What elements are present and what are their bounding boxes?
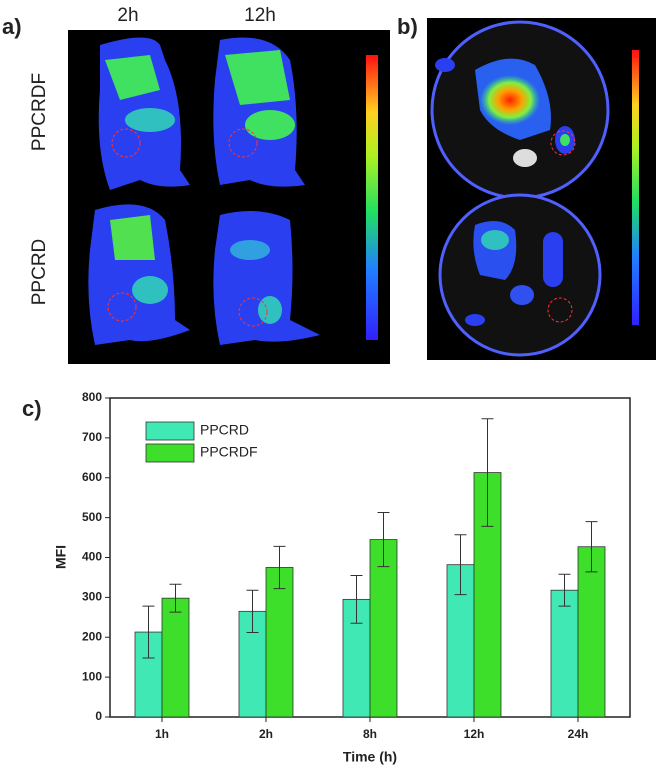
region-marker xyxy=(238,297,268,327)
panel-label: a) xyxy=(2,14,22,39)
panel-label: b) xyxy=(397,14,418,39)
panel-a: a) 2h 12h PPCRDF PPCRD xyxy=(2,5,390,364)
error-bar xyxy=(585,521,598,573)
bar xyxy=(577,546,606,718)
y-tick-label: 400 xyxy=(82,550,102,564)
y-tick-label: 800 xyxy=(82,390,102,404)
region-marker xyxy=(228,128,258,158)
y-tick-label: 0 xyxy=(95,709,102,723)
x-tick-label: 8h xyxy=(363,727,377,741)
error-bar xyxy=(454,534,467,596)
legend-label: PPCRDF xyxy=(200,444,258,460)
error-bar xyxy=(169,583,182,613)
x-tick-label: 24h xyxy=(568,727,589,741)
error-bar xyxy=(377,511,390,568)
x-axis-label: Time (h) xyxy=(343,749,397,765)
error-bar xyxy=(246,589,259,633)
y-axis-label: MFI xyxy=(53,545,69,569)
mouse xyxy=(98,37,190,190)
column-label: 2h xyxy=(117,5,138,26)
color-bar xyxy=(632,50,639,325)
panel-b: b) xyxy=(397,14,656,360)
color-bar xyxy=(366,55,378,340)
bar xyxy=(550,589,579,718)
region-marker xyxy=(111,128,141,158)
legend-swatch xyxy=(145,443,195,463)
y-tick-label: 700 xyxy=(82,430,102,444)
bar xyxy=(161,597,190,718)
region-marker xyxy=(107,292,137,322)
y-tick-label: 100 xyxy=(82,669,102,683)
dish xyxy=(438,193,602,357)
mouse xyxy=(88,204,190,345)
region-marker xyxy=(547,297,573,323)
column-label: 12h xyxy=(244,5,276,26)
legend-swatch xyxy=(145,421,195,441)
legend-label: PPCRD xyxy=(200,422,249,438)
y-tick-label: 300 xyxy=(82,590,102,604)
x-tick-label: 2h xyxy=(259,727,273,741)
y-tick-label: 600 xyxy=(82,470,102,484)
bar xyxy=(369,539,398,718)
region-marker xyxy=(550,130,576,156)
bar-chart: c) MFI Time (h) 0 100 200 300 400 500 600 700 80… xyxy=(22,390,631,765)
error-bar xyxy=(142,605,155,659)
error-bar xyxy=(273,545,286,590)
error-bar xyxy=(350,574,363,624)
x-tick-label: 1h xyxy=(155,727,169,741)
bar xyxy=(265,567,294,718)
y-tick-label: 200 xyxy=(82,629,102,643)
mouse xyxy=(213,37,305,187)
row-label: PPCRDF xyxy=(29,73,50,151)
y-tick-label: 500 xyxy=(82,510,102,524)
panel-label: c) xyxy=(22,396,42,421)
row-label: PPCRD xyxy=(29,239,50,306)
error-bar xyxy=(558,573,571,607)
x-tick-label: 12h xyxy=(464,727,485,741)
error-bar xyxy=(481,418,494,527)
